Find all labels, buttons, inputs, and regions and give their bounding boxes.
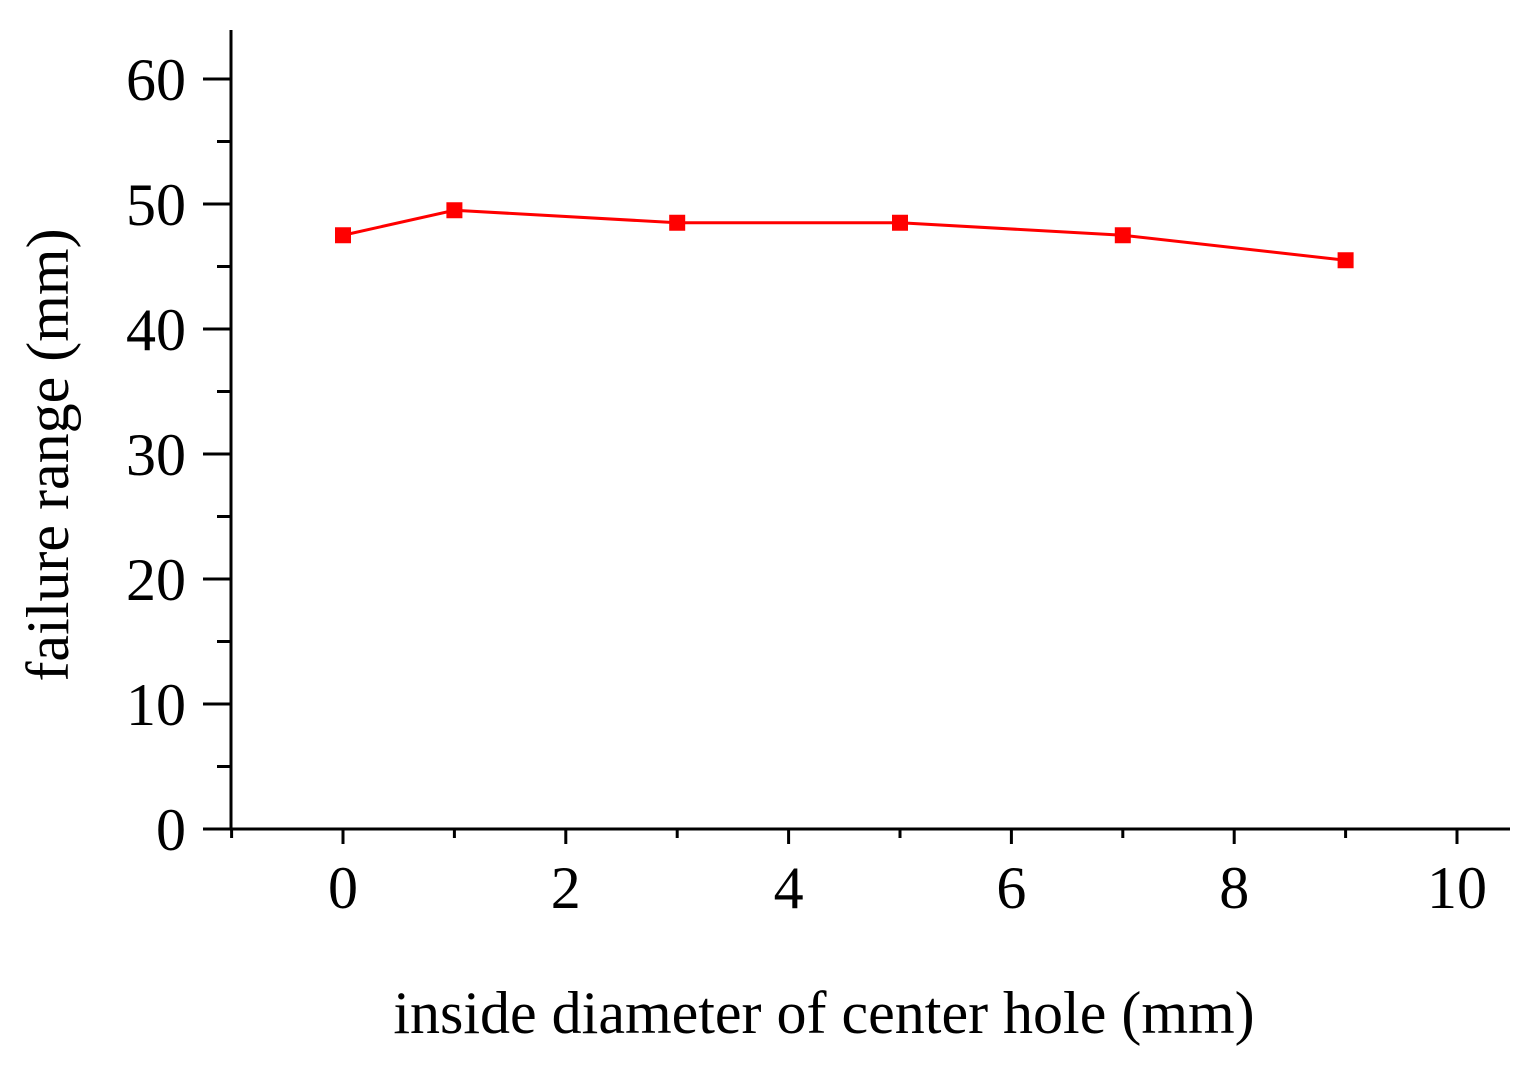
y-tick-label: 20 — [126, 547, 186, 613]
series-line — [342, 208, 1346, 262]
y-axis-ticks: 0 10 20 30 40 50 60 — [126, 47, 231, 863]
data-point — [892, 214, 908, 231]
y-tick-label: 60 — [126, 47, 186, 113]
y-tick-label: 0 — [156, 797, 186, 863]
y-axis-title: failure range (mm) — [15, 228, 81, 681]
data-point — [669, 214, 686, 231]
x-tick-label: 0 — [328, 855, 358, 921]
data-point — [446, 202, 463, 219]
y-tick-label: 50 — [126, 172, 186, 238]
x-tick-label: 4 — [774, 855, 804, 921]
data-point — [1337, 252, 1354, 269]
x-axis-title: inside diameter of center hole (mm) — [393, 980, 1254, 1046]
axes — [203, 30, 1510, 831]
x-tick-label: 2 — [551, 855, 581, 921]
x-tick-label: 8 — [1219, 855, 1249, 921]
x-tick-label: 10 — [1427, 855, 1487, 921]
y-tick-label: 40 — [126, 297, 186, 363]
y-tick-label: 30 — [126, 422, 186, 488]
y-tick-label: 10 — [126, 672, 186, 738]
data-point — [335, 227, 351, 244]
x-tick-label: 6 — [996, 855, 1026, 921]
series-layer — [335, 202, 1354, 269]
data-point — [1114, 227, 1131, 244]
x-axis-ticks: 0 2 4 6 8 10 — [230, 829, 1487, 921]
